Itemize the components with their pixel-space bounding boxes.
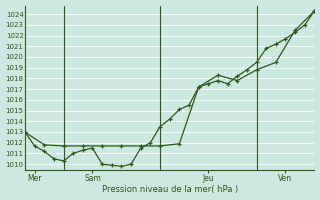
X-axis label: Pression niveau de la mer( hPa ): Pression niveau de la mer( hPa ) [101,185,238,194]
